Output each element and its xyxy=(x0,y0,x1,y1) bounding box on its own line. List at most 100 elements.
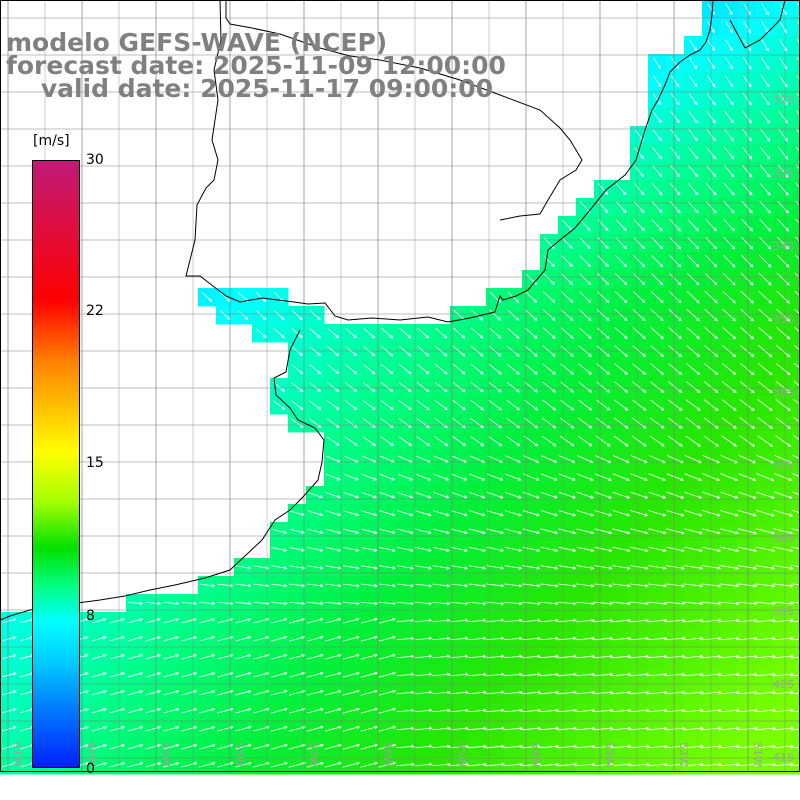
wind-arrow xyxy=(740,272,754,286)
wind-arrow xyxy=(344,382,358,393)
wind-arrow xyxy=(611,708,632,713)
wind-arrow xyxy=(362,436,376,446)
wind-arrow xyxy=(432,744,451,749)
wind-arrow xyxy=(2,672,17,678)
field-cell xyxy=(792,360,800,379)
field-cell xyxy=(792,468,800,487)
wind-arrow xyxy=(611,726,632,731)
wind-arrow xyxy=(415,510,432,517)
wind-arrow xyxy=(362,400,376,411)
wind-arrow xyxy=(775,362,791,376)
wind-arrow xyxy=(470,363,484,375)
wind-arrow xyxy=(235,635,252,642)
wind-arrow xyxy=(775,435,792,447)
wind-arrow xyxy=(650,327,664,340)
wind-arrow xyxy=(522,510,540,517)
wind-arrow xyxy=(773,546,794,553)
wind-arrow xyxy=(629,726,650,731)
wind-arrow xyxy=(778,128,789,142)
wind-arrow xyxy=(796,92,800,99)
wind-arrow xyxy=(360,707,379,714)
wind-arrow xyxy=(109,725,126,732)
wind-arrow xyxy=(776,326,791,340)
wind-arrow xyxy=(629,744,650,749)
wind-arrow xyxy=(361,473,377,481)
wind-arrow xyxy=(2,708,17,714)
wind-arrow xyxy=(597,219,609,232)
wind-arrow xyxy=(719,654,740,659)
wind-arrow xyxy=(742,92,752,106)
wind-arrow xyxy=(181,761,198,768)
wind-arrow xyxy=(687,236,700,250)
wind-arrow xyxy=(774,454,793,464)
wind-arrow xyxy=(468,583,487,588)
wind-arrow xyxy=(522,565,541,570)
wind-arrow xyxy=(290,418,304,428)
wind-arrow xyxy=(688,75,698,88)
wind-arrow xyxy=(397,473,414,481)
wind-arrow xyxy=(742,75,752,88)
wind-arrow xyxy=(683,636,704,641)
coastline xyxy=(0,0,786,621)
wind-arrow xyxy=(791,528,800,532)
wind-arrow xyxy=(790,728,800,731)
wind-arrow xyxy=(543,291,556,303)
wind-arrow xyxy=(524,435,539,447)
wind-arrow xyxy=(737,618,758,623)
wind-arrow xyxy=(576,491,594,499)
wind-arrow xyxy=(593,601,613,606)
wind-arrow xyxy=(741,146,753,160)
wind-arrow xyxy=(325,547,342,552)
wind-arrow xyxy=(378,707,397,714)
wind-arrow xyxy=(667,399,683,411)
wind-arrow xyxy=(613,417,629,429)
wind-arrow xyxy=(683,744,704,749)
wind-arrow xyxy=(630,510,649,517)
wind-arrow xyxy=(361,546,378,552)
wind-arrow xyxy=(504,601,523,606)
wind-arrow xyxy=(127,707,144,714)
wind-arrow xyxy=(778,74,788,88)
wind-arrow xyxy=(524,381,538,393)
wind-arrow xyxy=(594,528,613,535)
wind-arrow xyxy=(757,381,773,394)
wind-arrow xyxy=(396,762,415,767)
wind-arrow xyxy=(414,601,433,606)
wind-arrow xyxy=(163,743,180,750)
wind-arrow xyxy=(758,290,772,304)
wind-arrow xyxy=(379,492,396,499)
wind-arrow xyxy=(718,726,740,731)
field-cell xyxy=(792,180,800,199)
wind-arrow xyxy=(720,454,739,464)
wind-arrow xyxy=(665,636,686,641)
wind-arrow xyxy=(647,583,668,588)
wind-arrow xyxy=(737,636,758,641)
wind-arrow xyxy=(647,690,668,695)
wind-arrow xyxy=(273,400,286,410)
wind-arrow xyxy=(629,762,650,767)
wind-arrow xyxy=(543,255,555,267)
wind-arrow xyxy=(450,601,469,606)
wind-arrow xyxy=(593,726,614,731)
wind-arrow xyxy=(632,309,646,322)
wind-arrow xyxy=(650,309,664,322)
wind-arrow xyxy=(647,744,668,749)
wind-arrow xyxy=(522,618,541,623)
wind-arrow xyxy=(743,3,751,16)
wind-arrow xyxy=(309,328,321,339)
wind-arrow xyxy=(307,492,323,499)
wind-arrow xyxy=(381,327,394,339)
wind-arrow xyxy=(596,309,610,322)
wind-arrow xyxy=(378,743,397,750)
wind-arrow xyxy=(468,601,487,606)
wind-arrow xyxy=(686,272,700,286)
wind-arrow xyxy=(506,435,521,447)
wind-arrow xyxy=(596,291,610,304)
wind-arrow xyxy=(796,110,800,117)
wind-arrow xyxy=(288,725,306,732)
wind-arrow xyxy=(127,671,144,678)
field-cell xyxy=(792,576,800,595)
wind-arrow xyxy=(665,654,686,659)
wind-arrow xyxy=(719,636,740,641)
wind-arrow xyxy=(614,381,629,393)
